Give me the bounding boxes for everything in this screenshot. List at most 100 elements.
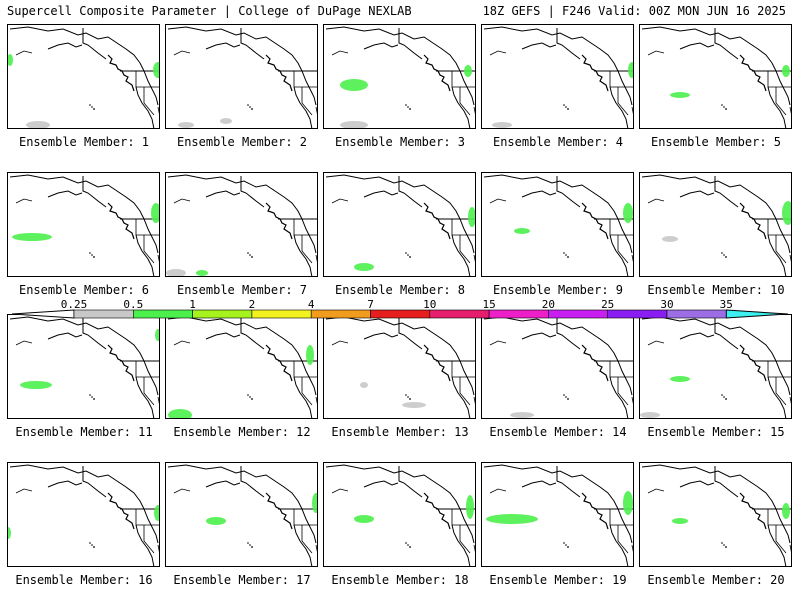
map-panel-member-20 (639, 462, 792, 567)
scp-contour-area (168, 409, 192, 418)
scp-contour-area (782, 65, 790, 77)
colorbar-tick-label: 0.5 (123, 298, 144, 311)
scp-contour-area (8, 527, 11, 539)
colorbar-segment (429, 309, 490, 319)
scp-contour-area (340, 79, 368, 91)
map-panel-member-8 (323, 172, 476, 277)
map-panel-member-18 (323, 462, 476, 567)
map-panel-member-11 (7, 314, 160, 419)
basemap-pacific (9, 316, 159, 418)
basemap-pacific (483, 174, 633, 276)
map-panel-member-7 (165, 172, 318, 277)
colorbar-segment (607, 309, 668, 319)
scp-contour-area (402, 402, 426, 408)
colorbar-tick-label: 7 (367, 298, 374, 311)
scp-contour-area (514, 228, 530, 234)
colorbar-segment (310, 309, 371, 319)
member-label: Ensemble Member: 16 (15, 573, 153, 587)
basemap-pacific (325, 174, 475, 276)
scp-contour-area (151, 203, 159, 223)
member-label: Ensemble Member: 3 (334, 135, 466, 149)
scp-contour-area (196, 270, 208, 276)
basemap-pacific (483, 26, 633, 128)
member-label: Ensemble Member: 9 (492, 283, 624, 297)
colorbar-segment (192, 309, 253, 319)
scp-contour-area (354, 515, 374, 523)
basemap-pacific (8, 26, 159, 128)
scp-contour-area (623, 203, 633, 223)
basemap-pacific (167, 464, 317, 566)
scp-contour-area (12, 233, 52, 241)
scp-contour-area (782, 201, 791, 225)
scp-contour-area (640, 412, 660, 418)
member-label: Ensemble Member: 10 (647, 283, 785, 297)
header-title: Supercell Composite Parameter | College … (7, 4, 412, 18)
map-panel-member-2 (165, 24, 318, 129)
scp-contour-area (782, 503, 790, 519)
scp-contour-area (206, 517, 226, 525)
map-panel-member-19 (481, 462, 634, 567)
scp-contour-area (492, 122, 512, 128)
map-panel-member-3 (323, 24, 476, 129)
map-panel-member-15 (639, 314, 792, 419)
header-valid-time: 18Z GEFS | F246 Valid: 00Z MON JUN 16 20… (482, 4, 786, 18)
member-label: Ensemble Member: 4 (492, 135, 624, 149)
member-label: Ensemble Member: 15 (647, 425, 785, 439)
scp-contour-area (220, 118, 232, 124)
colorbar-tick-label: 20 (541, 298, 556, 311)
colorbar-tick-label: 0.25 (60, 298, 88, 311)
colorbar-segment (488, 309, 549, 319)
basemap-pacific (641, 174, 791, 276)
map-panel-member-1 (7, 24, 160, 129)
colorbar-tick-label: 4 (307, 298, 315, 311)
colorbar-tick-label: 10 (423, 298, 437, 311)
member-label: Ensemble Member: 19 (489, 573, 627, 587)
member-label: Ensemble Member: 13 (331, 425, 469, 439)
basemap-pacific (325, 316, 475, 418)
scp-contour-area (623, 491, 633, 515)
map-panel-member-13 (323, 314, 476, 419)
colorbar-left-arrow (12, 309, 75, 319)
scp-contour-area (486, 514, 538, 524)
member-label: Ensemble Member: 8 (334, 283, 466, 297)
member-label: Ensemble Member: 1 (18, 135, 150, 149)
basemap-pacific (325, 26, 475, 128)
scp-contour-area (306, 345, 314, 365)
colorbar-tick-label: 15 (482, 298, 496, 311)
member-label: Ensemble Member: 14 (489, 425, 627, 439)
basemap-pacific (325, 464, 475, 566)
colorbar-segment (666, 309, 727, 319)
member-label: Ensemble Member: 12 (173, 425, 311, 439)
map-panel-member-4 (481, 24, 634, 129)
basemap-pacific (641, 464, 791, 566)
basemap-pacific (166, 174, 317, 276)
scp-contour-area (154, 505, 159, 521)
member-label: Ensemble Member: 5 (650, 135, 782, 149)
basemap-pacific (9, 174, 159, 276)
basemap-pacific (640, 316, 791, 418)
scp-contour-area (178, 122, 194, 128)
basemap-pacific (483, 464, 633, 566)
scp-contour-area (670, 92, 690, 98)
scp-contour-area (340, 121, 368, 128)
colorbar-tick-label: 30 (660, 298, 674, 311)
colorbar-segment (251, 309, 312, 319)
map-panel-member-14 (481, 314, 634, 419)
colorbar-tick-label: 1 (189, 298, 196, 311)
scp-contour-area (466, 495, 474, 519)
colorbar (12, 309, 788, 319)
member-label: Ensemble Member: 20 (647, 573, 785, 587)
colorbar-tick-label: 25 (601, 298, 615, 311)
map-panel-member-12 (165, 314, 318, 419)
colorbar-segment (133, 309, 193, 319)
member-label: Ensemble Member: 7 (176, 283, 308, 297)
scp-contour-area (670, 376, 690, 382)
scp-contour-area (354, 263, 374, 271)
scp-contour-area (662, 236, 678, 242)
scp-contour-area (20, 381, 52, 389)
map-panel-member-16 (7, 462, 160, 567)
scp-contour-area (166, 269, 186, 276)
colorbar-segment (548, 309, 609, 319)
basemap-pacific (167, 26, 317, 128)
map-panel-member-5 (639, 24, 792, 129)
